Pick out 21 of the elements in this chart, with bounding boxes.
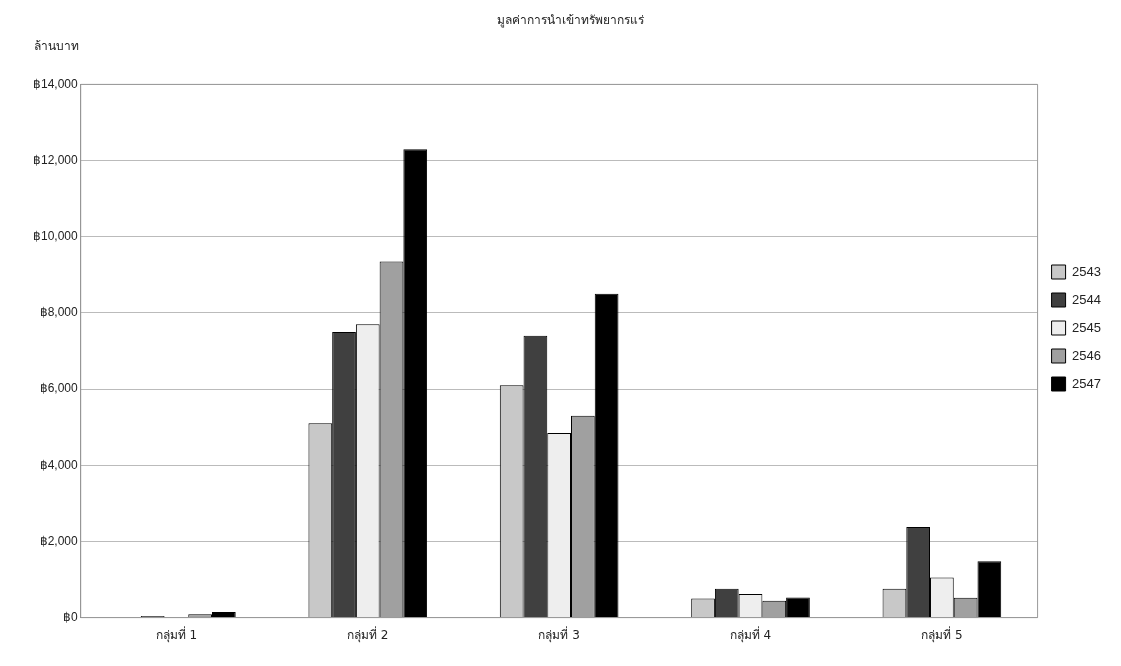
y-tick-label: ฿4,000 [39,457,79,472]
y-tick-label: ฿2,000 [39,533,79,548]
y-axis-title: ล้านบาท [34,38,79,55]
legend-label: 2543 [1072,263,1101,279]
y-tick-label: ฿8,000 [39,305,79,320]
y-tick-label: ฿10,000 [33,229,79,244]
y-tick-label: ฿12,000 [33,152,79,167]
y-tick-label: ฿14,000 [33,76,79,91]
chart-title: มูลค่าการนำเข้าทรัพยากรแร่ [497,13,645,29]
x-tick-label: กลุ่มที่ 2 [347,625,389,643]
x-tick-label: กลุ่มที่ 4 [729,625,772,643]
legend-label: 2546 [1072,347,1101,363]
x-tick-label: กลุ่มที่ 5 [921,625,963,643]
bar [211,611,236,618]
x-tick-label: กลุ่มที่ 1 [155,625,198,643]
y-tick-label: ฿6,000 [39,381,79,396]
legend-label: 2545 [1072,319,1101,335]
y-tick-label: ฿0 [63,609,79,624]
x-tick-label: กลุ่มที่ 3 [538,625,580,643]
legend-label: 2544 [1072,291,1101,307]
legend-label: 2547 [1072,375,1101,391]
